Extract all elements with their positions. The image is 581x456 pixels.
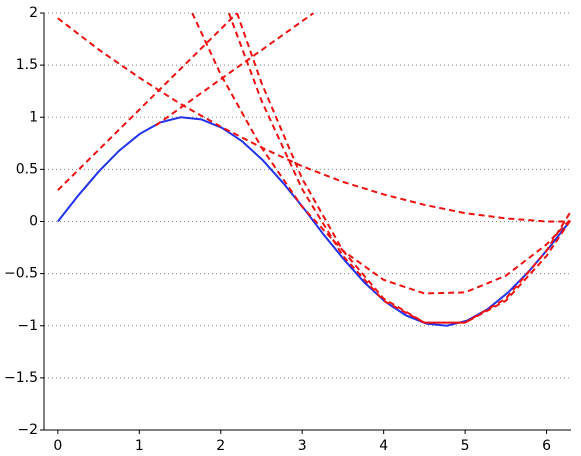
series-line	[227, 13, 571, 324]
series-line	[191, 13, 571, 295]
x-tick-label: 4	[379, 438, 388, 454]
x-tick-label: 0	[53, 438, 62, 454]
x-tick-label: 5	[461, 438, 470, 454]
x-tick-label: 3	[298, 438, 307, 454]
y-tick-label: 0.5	[16, 161, 38, 177]
grid	[44, 12, 571, 431]
y-tick-label: 1.5	[16, 57, 38, 73]
y-tick-label: −1	[17, 318, 38, 334]
x-tick-label: 2	[216, 438, 225, 454]
y-tick-label: −2	[17, 422, 38, 438]
y-tick-label: −0.5	[4, 266, 38, 282]
plot-area	[57, 13, 571, 327]
tick-labels: −2 −1.5 −1 −0.5 0 0.5 1 1.5 2 0 1 2 3 4 5 6	[4, 5, 551, 454]
series-line	[236, 13, 571, 324]
x-tick-label: 1	[135, 438, 144, 454]
series-line	[155, 13, 315, 127]
y-tick-label: 0	[29, 214, 38, 230]
series-line	[57, 13, 238, 191]
x-tick-label: 6	[542, 438, 551, 454]
y-tick-label: 2	[29, 5, 38, 21]
y-tick-label: −1.5	[4, 370, 38, 386]
series-line	[57, 17, 570, 223]
y-tick-label: 1	[29, 109, 38, 125]
